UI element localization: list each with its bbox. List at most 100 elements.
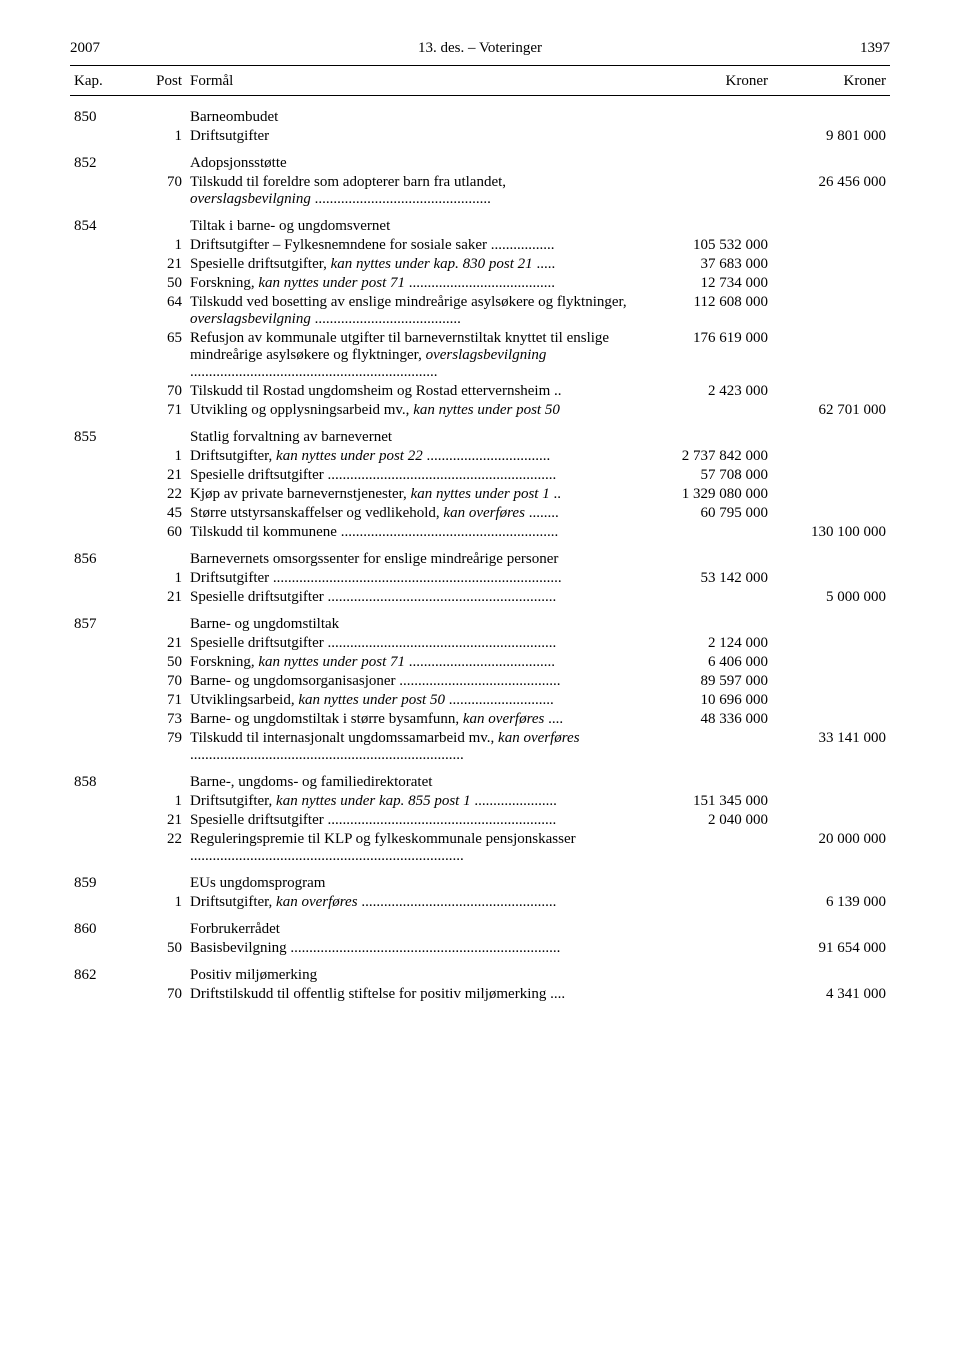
- item-post: 50: [128, 274, 186, 293]
- chapter-spacer: [70, 209, 890, 217]
- chapter-spacer: [70, 542, 890, 550]
- chapter-row: 862Positiv miljømerking: [70, 966, 890, 985]
- item-kap-empty: [70, 127, 128, 146]
- item-post: 70: [128, 382, 186, 401]
- item-kr2: 26 456 000: [772, 173, 890, 209]
- chapter-spacer: [70, 100, 890, 108]
- chapter-post-empty: [128, 920, 186, 939]
- item-italic: overslagsbevilgning: [190, 191, 311, 207]
- chapter-kap: 852: [70, 154, 128, 173]
- chapter-title: Tiltak i barne- og ungdomsvernet: [186, 217, 634, 236]
- item-kr2: [772, 653, 890, 672]
- chapter-kap: 850: [70, 108, 128, 127]
- item-text: Driftsutgifter, kan overføres ..........…: [186, 893, 634, 912]
- header-page-number: 1397: [617, 40, 890, 57]
- item-kr2: [772, 382, 890, 401]
- item-kr2: [772, 569, 890, 588]
- item-text: Spesielle driftsutgifter, kan nyttes und…: [186, 255, 634, 274]
- item-post: 22: [128, 830, 186, 866]
- chapter-row: 854 Tiltak i barne- og ungdomsvernet: [70, 217, 890, 236]
- chapter-kap: 856: [70, 550, 128, 569]
- item-kap-empty: [70, 691, 128, 710]
- item-post: 1: [128, 569, 186, 588]
- chapter-post-empty: [128, 615, 186, 634]
- chapter-row: 859EUs ungdomsprogram: [70, 874, 890, 893]
- item-kr1: [634, 401, 772, 420]
- chapter-row: 857Barne- og ungdomstiltak: [70, 615, 890, 634]
- item-kap-empty: [70, 523, 128, 542]
- chapter-kap: 857: [70, 615, 128, 634]
- item-row: 50Forskning, kan nyttes under post 71 ..…: [70, 274, 890, 293]
- chapter-title: Barnevernets omsorgssenter for enslige m…: [186, 550, 634, 569]
- item-kap-empty: [70, 830, 128, 866]
- item-kap-empty: [70, 236, 128, 255]
- item-kap-empty: [70, 293, 128, 329]
- item-kr1: 89 597 000: [634, 672, 772, 691]
- item-kap-empty: [70, 939, 128, 958]
- item-row: 79Tilskudd til internasjonalt ungdomssam…: [70, 729, 890, 765]
- chapter-post-empty: [128, 428, 186, 447]
- item-post: 21: [128, 634, 186, 653]
- chapter-kr1-empty: [634, 217, 772, 236]
- chapter-kr1-empty: [634, 966, 772, 985]
- item-kr2: [772, 792, 890, 811]
- item-row: 70Tilskudd til foreldre som adopterer ba…: [70, 173, 890, 209]
- item-text: Driftsutgifter – Fylkesnemndene for sosi…: [186, 236, 634, 255]
- item-kr1: 57 708 000: [634, 466, 772, 485]
- item-text: Driftstilskudd til offentlig stiftelse f…: [186, 985, 634, 1004]
- chapter-kr1-empty: [634, 108, 772, 127]
- chapter-row: 855Statlig forvaltning av barnevernet: [70, 428, 890, 447]
- item-kr1: 53 142 000: [634, 569, 772, 588]
- chapter-post-empty: [128, 217, 186, 236]
- item-post: 21: [128, 588, 186, 607]
- chapter-kap: 858: [70, 773, 128, 792]
- item-kap-empty: [70, 485, 128, 504]
- item-kr1: 48 336 000: [634, 710, 772, 729]
- item-italic: kan nyttes under post 71: [258, 654, 405, 670]
- item-kap-empty: [70, 710, 128, 729]
- item-text: Utvikling og opplysningsarbeid mv., kan …: [186, 401, 634, 420]
- chapter-kr1-empty: [634, 428, 772, 447]
- page-header: 2007 13. des. – Voteringer 1397: [70, 40, 890, 57]
- item-row: 73Barne- og ungdomstiltak i større bysam…: [70, 710, 890, 729]
- item-kap-empty: [70, 792, 128, 811]
- item-row: 22Reguleringspremie til KLP og fylkeskom…: [70, 830, 890, 866]
- th-kroner-2: Kroner: [772, 72, 890, 91]
- item-row: 65Refusjon av kommunale utgifter til bar…: [70, 329, 890, 382]
- item-kr1: 2 423 000: [634, 382, 772, 401]
- chapter-kap: 862: [70, 966, 128, 985]
- header-year: 2007: [70, 40, 343, 57]
- chapter-spacer: [70, 420, 890, 428]
- chapter-kr1-empty: [634, 920, 772, 939]
- item-text: Barne- og ungdomstiltak i større bysamfu…: [186, 710, 634, 729]
- item-text: Utviklingsarbeid, kan nyttes under post …: [186, 691, 634, 710]
- item-kr2: 9 801 000: [772, 127, 890, 146]
- chapter-kap: 854: [70, 217, 128, 236]
- item-italic: kan overføres: [276, 894, 358, 910]
- item-text: Forskning, kan nyttes under post 71 ....…: [186, 653, 634, 672]
- item-kr2: [772, 634, 890, 653]
- item-row: 71Utvikling og opplysningsarbeid mv., ka…: [70, 401, 890, 420]
- item-post: 70: [128, 985, 186, 1004]
- chapter-spacer: [70, 912, 890, 920]
- item-kr2: [772, 447, 890, 466]
- chapter-post-empty: [128, 966, 186, 985]
- chapter-spacer: [70, 958, 890, 966]
- item-kr1: 1 329 080 000: [634, 485, 772, 504]
- item-kr1: 2 124 000: [634, 634, 772, 653]
- item-kr1: [634, 985, 772, 1004]
- item-text: Reguleringspremie til KLP og fylkeskommu…: [186, 830, 634, 866]
- item-kap-empty: [70, 811, 128, 830]
- item-post: 1: [128, 792, 186, 811]
- chapter-post-empty: [128, 773, 186, 792]
- chapter-spacer: [70, 607, 890, 615]
- item-row: 70Driftstilskudd til offentlig stiftelse…: [70, 985, 890, 1004]
- item-kr1: [634, 588, 772, 607]
- item-post: 1: [128, 893, 186, 912]
- chapter-row: 856 Barnevernets omsorgssenter for enslig…: [70, 550, 890, 569]
- item-text: Tilskudd til internasjonalt ungdomssamar…: [186, 729, 634, 765]
- chapter-spacer: [70, 866, 890, 874]
- item-row: 70Tilskudd til Rostad ungdomsheim og Ros…: [70, 382, 890, 401]
- item-row: 22Kjøp av private barnevernstjenester, k…: [70, 485, 890, 504]
- item-text: Tilskudd til foreldre som adopterer barn…: [186, 173, 634, 209]
